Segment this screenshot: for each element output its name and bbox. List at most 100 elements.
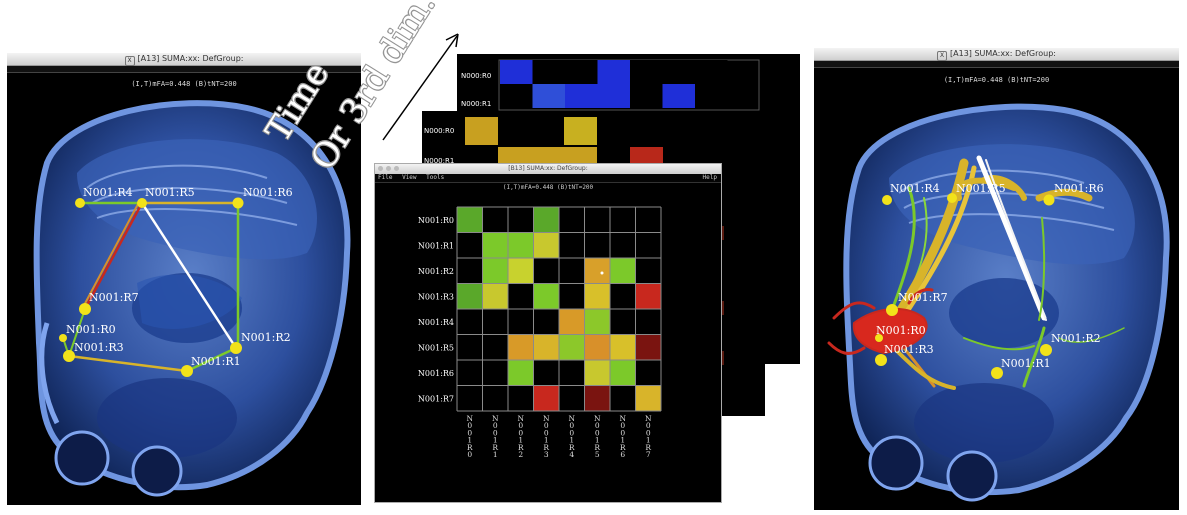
matrix-cell-r1-c5[interactable]: [584, 232, 611, 259]
matrix-cell-r4-c5[interactable]: [584, 309, 611, 335]
x11-icon: X: [937, 51, 948, 61]
right-node-label-r6: N001:R6: [1054, 182, 1104, 195]
matrix-cell-r4-c1[interactable]: [482, 309, 509, 335]
matrix-cell-r1-c2[interactable]: [508, 232, 534, 259]
matrix-cell-r4-c2[interactable]: [508, 309, 534, 335]
matrix-cell-r5-c3[interactable]: [533, 334, 560, 361]
matrix-cell-r6-c3[interactable]: [533, 360, 560, 386]
matrix-cell-r2-c7[interactable]: [635, 258, 662, 284]
matrix-cell-r0-c6[interactable]: [610, 207, 636, 233]
back-matrix-cells: [500, 60, 728, 108]
matrix-cell-r0-c0[interactable]: [457, 207, 483, 233]
matrix-cell-r3-c7[interactable]: [635, 283, 662, 310]
matrix-cell-r5-c2[interactable]: [508, 334, 534, 361]
matrix-cell-r1-c0[interactable]: [457, 232, 483, 259]
matrix-cell-r6-c1[interactable]: [482, 360, 509, 386]
connectivity-matrix[interactable]: N001:R0 N001:R1 N001:R2 N001:R3 N001:R4 N001:…: [375, 164, 721, 502]
back-cell-r0-c6: [695, 60, 728, 84]
matrix-cell-r0-c1[interactable]: [482, 207, 509, 233]
matrix-cell-r3-c2[interactable]: [508, 283, 534, 310]
matrix-cell-r4-c3[interactable]: [533, 309, 560, 335]
matrix-cell-r2-c0[interactable]: [457, 258, 483, 284]
matrix-cell-r7-c5[interactable]: [584, 385, 611, 412]
matrix-cell-r3-c0[interactable]: [457, 283, 483, 310]
matrix-cell-r6-c0[interactable]: [457, 360, 483, 386]
matrix-cell-r7-c4[interactable]: [559, 385, 585, 412]
right-node-label-r3: N001:R3: [884, 343, 934, 356]
matrix-cell-r2-c2[interactable]: [508, 258, 534, 284]
matrix-cell-r5-c4[interactable]: [559, 334, 585, 361]
matrix-cell-r1-c6[interactable]: [610, 232, 636, 259]
matrix-cell-r1-c3[interactable]: [533, 232, 560, 259]
matrix-cell-r3-c4[interactable]: [559, 283, 585, 310]
menu-view[interactable]: View: [402, 174, 417, 181]
matrix-row-label-1: N001:R1: [418, 241, 454, 250]
matrix-cell-r5-c1[interactable]: [482, 334, 509, 361]
matrix-cell-r2-c5[interactable]: [584, 258, 611, 284]
left-window-toolbar: [7, 66, 361, 73]
matrix-cell-r5-c7[interactable]: [635, 334, 662, 361]
matrix-cell-r2-c1[interactable]: [482, 258, 509, 284]
matrix-cell-r6-c5[interactable]: [584, 360, 611, 386]
matrix-cell-r4-c6[interactable]: [610, 309, 636, 335]
matrix-cell-r6-c6[interactable]: [610, 360, 636, 386]
matrix-cell-r5-c5[interactable]: [584, 334, 611, 361]
matrix-cell-r6-c4[interactable]: [559, 360, 585, 386]
matrix-cell-r1-c7[interactable]: [635, 232, 662, 259]
matrix-cell-r7-c6[interactable]: [610, 385, 636, 412]
back-cell-r1-c3: [597, 84, 630, 108]
matrix-cell-r2-c4[interactable]: [559, 258, 585, 284]
matrix-cursor-marker: [600, 271, 604, 275]
matrix-cell-r7-c3[interactable]: [533, 385, 560, 412]
menu-help[interactable]: Help: [702, 174, 717, 181]
right-window-status: (I,T)mFA=0.448 (B)tNT=200: [943, 76, 1050, 84]
back-cell-r0-c4: [630, 60, 663, 84]
matrix-row-labels: N001:R0 N001:R1 N001:R2 N001:R3 N001:R4 N001:…: [418, 216, 454, 404]
matrix-cell-r0-c4[interactable]: [559, 207, 585, 233]
matrix-cell-r0-c7[interactable]: [635, 207, 662, 233]
matrix-window-titlebar[interactable]: [B13] SUMA:xx: DefGroup:: [375, 164, 721, 174]
matrix-cell-r5-c6[interactable]: [610, 334, 636, 361]
left-suma-window: X [A13] SUMA:xx: DefGroup: (I,T)mFA=0.448…: [7, 53, 361, 505]
matrix-cell-r3-c3[interactable]: [533, 283, 560, 310]
matrix-cell-r4-c0[interactable]: [457, 309, 483, 335]
right-brain-view[interactable]: N001:R4 N001:R5 N001:R6 N001:R7 N001:R0 …: [814, 48, 1179, 510]
matrix-cell-r2-c6[interactable]: [610, 258, 636, 284]
minimize-dot-icon[interactable]: [386, 166, 391, 171]
matrix-cell-r1-c1[interactable]: [482, 232, 509, 259]
menu-tools[interactable]: Tools: [426, 174, 445, 181]
matrix-cell-r0-c2[interactable]: [508, 207, 534, 233]
matrix-cell-r6-c7[interactable]: [635, 360, 662, 386]
matrix-cell-r4-c7[interactable]: [635, 309, 662, 335]
matrix-cell-r4-c4[interactable]: [559, 309, 585, 335]
matrix-cell-r7-c1[interactable]: [482, 385, 509, 412]
matrix-cell-r3-c1[interactable]: [482, 283, 509, 310]
matrix-cell-r2-c3[interactable]: [533, 258, 560, 284]
left-window-title: [A13] SUMA:xx: DefGroup:: [137, 54, 244, 63]
left-window-titlebar[interactable]: X [A13] SUMA:xx: DefGroup:: [7, 53, 361, 66]
right-window-toolbar: [814, 61, 1179, 68]
zoom-dot-icon[interactable]: [394, 166, 399, 171]
menu-file[interactable]: File: [378, 174, 393, 181]
matrix-cell-r1-c4[interactable]: [559, 232, 585, 259]
matrix-cell-r5-c0[interactable]: [457, 334, 483, 361]
matrix-cell-r7-c7[interactable]: [635, 385, 662, 412]
close-dot-icon[interactable]: [378, 166, 383, 171]
left-node-label-r6: N001:R6: [243, 186, 293, 199]
left-brain-view[interactable]: N001:R4 N001:R5 N001:R6 N001:R7 N001:R0 …: [7, 53, 361, 505]
matrix-cell-r7-c2[interactable]: [508, 385, 534, 412]
matrix-cell-r3-c5[interactable]: [584, 283, 611, 310]
mid-row-label-1: N000:R1: [424, 157, 454, 165]
matrix-cell-r0-c3[interactable]: [533, 207, 560, 233]
matrix-cells: [457, 207, 661, 411]
right-window-titlebar[interactable]: X [A13] SUMA:xx: DefGroup:: [814, 48, 1179, 61]
left-node-label-r2: N001:R2: [241, 331, 291, 344]
matrix-cell-r6-c2[interactable]: [508, 360, 534, 386]
mid-cell-r0-c6: [663, 117, 696, 145]
matrix-cell-r3-c6[interactable]: [610, 283, 636, 310]
matrix-cell-r0-c5[interactable]: [584, 207, 611, 233]
matrix-row-label-0: N001:R0: [418, 216, 454, 225]
matrix-cell-r7-c0[interactable]: [457, 385, 483, 412]
